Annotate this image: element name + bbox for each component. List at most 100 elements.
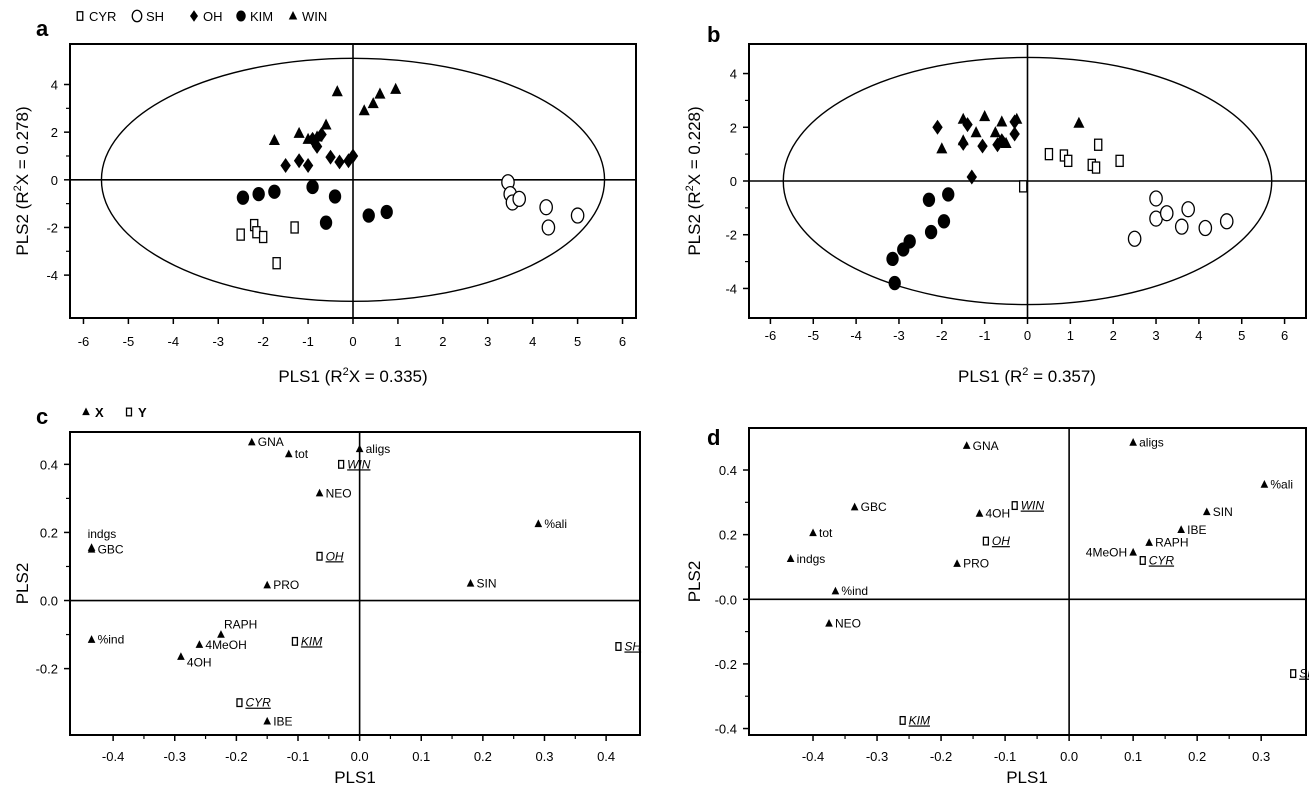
loading-point [850,502,859,511]
y-tick-label: 0 [730,174,737,189]
y-axis-label-tail: X = 0.228) [685,106,704,185]
data-point [932,119,943,135]
point-label: SIN [1213,505,1233,519]
legend-label: KIM [250,9,273,24]
y-axis-label: PLS2 (R2X = 0.278) [12,106,32,255]
data-point [996,133,1007,149]
data-point [888,275,901,291]
y-tick-label: 4 [730,67,737,82]
loading-point [263,580,272,589]
loading-point [177,652,185,660]
data-point [268,184,281,199]
loading-point [217,630,225,638]
data-point [268,133,280,146]
series-Y: WIN OH KIM SH CYR [236,457,641,710]
x-tick-label: 4 [1195,328,1202,343]
data-point [302,132,314,144]
loading-point [982,536,990,546]
data-point [966,169,977,185]
point-label: aligs [366,442,391,456]
loading-point [316,551,323,561]
point-label: %ali [544,517,567,531]
point-label: SIN [477,577,497,591]
point-label: KIM [301,634,322,648]
x-tick-label: 0.0 [351,749,369,764]
y-axis-label: PLS2 (R2X = 0.228) [684,106,704,255]
data-point [903,234,916,249]
x-tick-label: 3 [484,334,491,349]
point-label: 4MeOH [1086,545,1127,559]
x-tick-label: 5 [574,334,581,349]
y-axis-label-tail: X = 0.278) [13,106,32,185]
data-point [1044,147,1054,161]
series-WIN [936,110,1085,154]
point-label: OH [992,534,1010,548]
x-axis-label: PLS1 [1006,768,1048,787]
data-point [280,158,291,173]
y-axis-label: PLS2 [685,561,704,603]
loading-point [899,715,906,725]
y-axis-label-main: PLS2 (R [13,191,32,255]
data-point [362,208,375,223]
y-axis-label: PLS2 [13,563,32,605]
point-label: WIN [1021,499,1045,513]
series-Y: WIN OH CYR SH KIM [899,499,1309,727]
loading-point [1202,507,1211,516]
data-point [1009,126,1020,142]
panel-label: b [707,22,720,47]
data-point [970,126,982,138]
loading-point [1260,480,1269,488]
x-tick-label: 4 [529,334,536,349]
data-point [989,126,1001,138]
plot-frame [748,427,1307,736]
x-axis-label: PLS1 [334,768,376,787]
point-label: KIM [909,713,930,727]
data-point [293,153,305,169]
point-label: IBE [273,714,292,728]
loading-point [315,488,324,497]
y-tick-label: 4 [51,78,58,93]
point-label: %ind [841,584,868,598]
point-label: CYR [1149,553,1175,567]
data-point [367,97,379,109]
x-axis-label-tail: X = 0.335) [349,367,428,386]
x-tick-label: -0.1 [287,749,309,764]
x-tick-label: 1 [1067,328,1074,343]
loading-point [534,519,543,528]
point-label: %ali [1270,478,1293,492]
loading-point [195,640,204,648]
data-point [1181,201,1195,218]
data-point [236,190,250,205]
data-point [570,207,585,224]
data-point [1115,154,1124,168]
data-point [325,149,336,165]
x-axis-label-main: PLS1 (R [958,367,1022,386]
y-tick-label: -0.2 [715,657,737,672]
x-tick-label: -1 [302,334,314,349]
x-tick-label: 2 [439,334,446,349]
data-point [942,187,955,202]
x-tick-label: -2 [257,334,269,349]
data-point [306,179,319,195]
data-point [320,118,332,130]
x-tick-label: -5 [807,328,819,343]
x-tick-label: 0.3 [1252,749,1270,764]
x-axis-label-tail: = 0.357) [1028,367,1096,386]
point-label: NEO [835,617,861,631]
point-label: 4OH [985,507,1010,521]
point-label: aligs [1139,436,1164,450]
data-point [328,189,342,204]
series-OH [280,127,359,173]
loading-point [962,441,971,449]
x-tick-label: 0.1 [412,749,430,764]
point-label: RAPH [1155,536,1188,550]
loading-point [615,642,622,651]
x-axis-label-main: PLS1 (R [278,367,342,386]
loading-point [247,437,256,446]
data-point [1063,154,1073,168]
data-point [319,215,333,230]
data-point [886,251,899,267]
loading-point [284,449,293,458]
data-point [1093,138,1103,151]
